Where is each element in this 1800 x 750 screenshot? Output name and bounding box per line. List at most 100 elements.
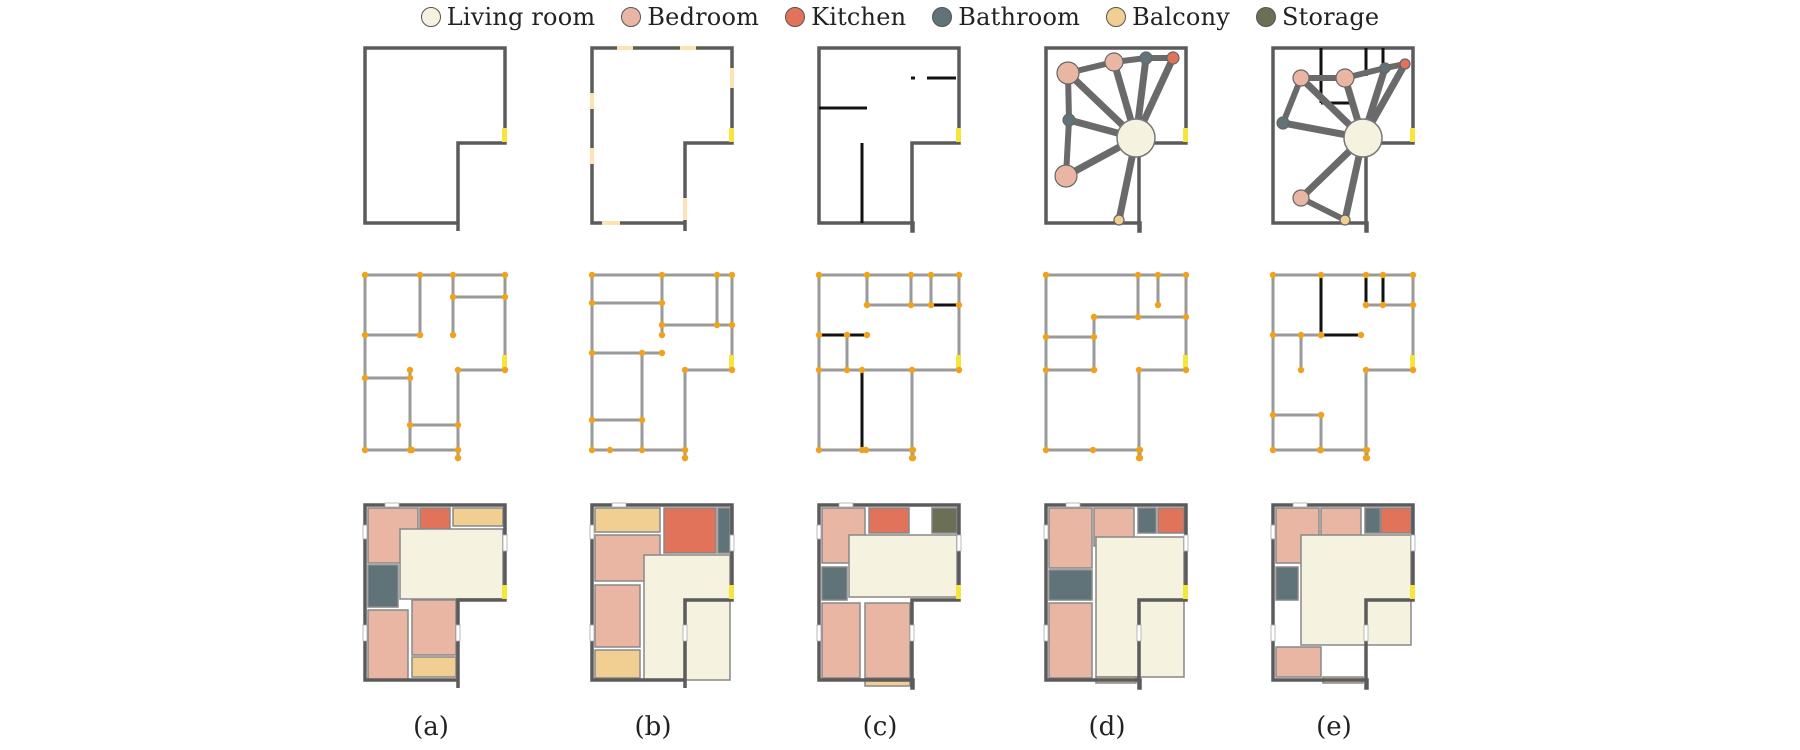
legend-label: Storage [1282, 3, 1380, 31]
junction-dot [1042, 271, 1050, 279]
room-balc [452, 507, 504, 527]
room-bath [1364, 507, 1381, 534]
junction-dot [909, 446, 917, 454]
junction-dot [681, 366, 689, 374]
layout-boundary [1044, 503, 1188, 690]
room-balc [411, 656, 457, 678]
junction-dot [658, 349, 666, 357]
junction-dot [1269, 446, 1277, 454]
junction-dot [361, 271, 369, 279]
junction-dot [681, 454, 689, 462]
junction-dot [658, 271, 666, 279]
junction-dot [406, 366, 414, 374]
window-icon [1410, 534, 1416, 552]
junction-dot [1379, 271, 1387, 279]
room-node [1339, 214, 1351, 226]
junction-dot [449, 271, 457, 279]
junction-dot [815, 366, 823, 374]
legend-item-kitchen: Kitchen [785, 3, 906, 31]
junction-dot [1135, 366, 1143, 374]
junction-dot [1362, 301, 1370, 309]
legend: Living room Bedroom Kitchen Bathroom Bal… [0, 0, 1800, 34]
window-icon [956, 534, 962, 552]
boundary-outline [363, 46, 507, 231]
junction-dot [927, 301, 935, 309]
junction-dot [638, 349, 646, 357]
window-icon [455, 624, 461, 642]
junction-dot [1042, 446, 1050, 454]
junction-dot [454, 421, 462, 429]
junction-dot [1297, 331, 1305, 339]
junction-dot [588, 299, 596, 307]
skeleton-boundary [1271, 273, 1415, 460]
room-kit [663, 507, 717, 554]
junction-dot [501, 293, 509, 301]
junction-dot [606, 446, 614, 454]
window-icon [1043, 624, 1049, 642]
legend-item-bathroom: Bathroom [932, 3, 1080, 31]
window-icon [730, 68, 734, 88]
junction-dot [858, 366, 866, 374]
skeleton-boundary [363, 273, 507, 458]
room-bed [864, 602, 911, 679]
junction-dot [1363, 454, 1371, 462]
room-kit [1157, 507, 1185, 534]
living-room-node [1116, 118, 1156, 158]
input-plan-e [1271, 46, 1415, 233]
input-plan-d [1044, 46, 1188, 233]
storage-swatch-icon [1256, 7, 1276, 27]
junction-dot [728, 366, 736, 374]
room-node [1054, 164, 1078, 188]
junction-dot [501, 271, 509, 279]
junction-dot [1134, 271, 1142, 279]
window-icon [1270, 524, 1276, 540]
junction-dot [908, 366, 916, 374]
window-icon [909, 624, 915, 642]
junction-dot [454, 446, 462, 454]
window-icon [1363, 624, 1369, 642]
junction-dot [416, 271, 424, 279]
legend-label: Bathroom [958, 3, 1081, 31]
junction-dot [1409, 366, 1417, 374]
room-bath [367, 564, 399, 608]
window-icon [362, 624, 368, 642]
junction-dot [1317, 411, 1325, 419]
junction-dot [1182, 313, 1190, 321]
layout-plan-d [1043, 502, 1189, 690]
room-node [1113, 214, 1125, 226]
room-node [1139, 51, 1153, 65]
junction-dot [638, 446, 646, 454]
layout-boundary [363, 503, 507, 688]
window-icon [611, 502, 627, 508]
caption-a: (a) [413, 712, 449, 742]
legend-label: Bedroom [647, 3, 760, 31]
skeleton-plan-e [1269, 271, 1417, 462]
front-door-icon [1410, 128, 1415, 142]
junction-dot [907, 271, 915, 279]
skeleton-plan-b [588, 271, 736, 462]
junction-dot [1297, 366, 1305, 374]
window-icon [816, 524, 822, 540]
window-icon [838, 502, 854, 508]
panel-b [588, 46, 736, 688]
junction-dot [955, 271, 963, 279]
junction-dot [909, 454, 917, 462]
junction-dot [1136, 454, 1144, 462]
window-icon [589, 524, 595, 540]
window-icon [1270, 624, 1276, 642]
room-living [848, 534, 958, 598]
legend-label: Balcony [1132, 3, 1230, 31]
junction-dot [1182, 366, 1190, 374]
caption-d: (d) [1089, 712, 1126, 742]
room-kit [1380, 507, 1412, 534]
boundary-outline [1271, 46, 1415, 233]
junction-dot [361, 331, 369, 339]
front-door-icon [1183, 355, 1188, 369]
input-plan-a [363, 46, 507, 231]
junction-dot [955, 366, 963, 374]
junction-dot [1134, 313, 1142, 321]
panel-e [1269, 46, 1417, 690]
skeleton-plan-c [815, 271, 963, 462]
room-node [1399, 58, 1411, 70]
boundary-outline [817, 46, 961, 233]
